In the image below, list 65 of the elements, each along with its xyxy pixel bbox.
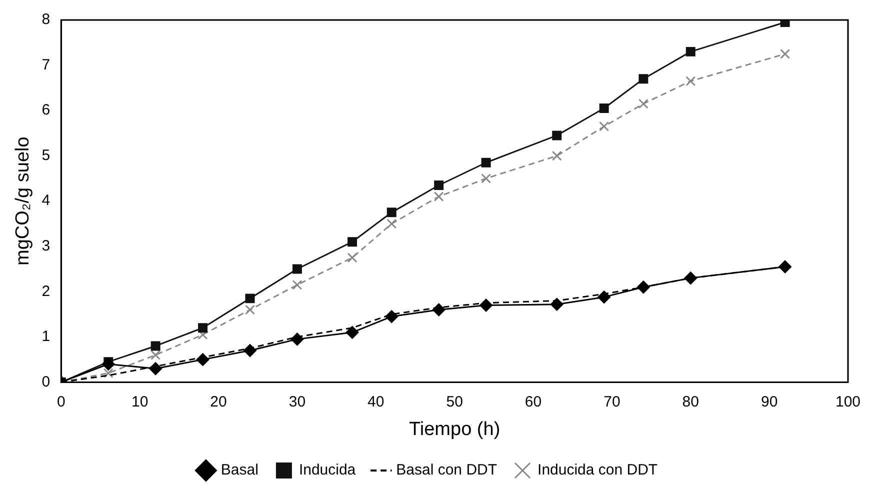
point	[102, 358, 115, 371]
point	[196, 353, 210, 366]
point	[386, 218, 397, 229]
y-tick-label: 7	[42, 56, 50, 74]
point	[150, 350, 161, 360]
x-tick-label: 0	[56, 393, 66, 410]
point	[198, 323, 208, 333]
legend-label: Inducida	[298, 462, 356, 479]
y-tick-label: 3	[42, 238, 50, 255]
point	[599, 121, 610, 132]
y-tick-label: 1	[42, 328, 50, 346]
x-axis-title: Tiempo (h)	[408, 418, 500, 440]
point	[348, 237, 358, 247]
point	[434, 180, 444, 190]
point	[598, 290, 611, 304]
x-tick-label: 100	[835, 393, 861, 410]
point	[149, 362, 162, 376]
x-tick-label: 50	[446, 393, 463, 410]
point	[243, 344, 256, 358]
point	[386, 208, 396, 218]
y-tick-label: 6	[42, 102, 50, 119]
x-tick-label: 20	[210, 393, 227, 410]
point	[480, 298, 493, 312]
point	[638, 98, 648, 109]
x-tick-label: 80	[682, 393, 699, 410]
point	[385, 310, 398, 324]
x-tick-label: 40	[368, 393, 384, 410]
point	[481, 158, 491, 168]
point	[347, 252, 358, 263]
point	[638, 74, 648, 84]
x-tick-label: 10	[131, 393, 148, 410]
point	[150, 341, 160, 351]
point	[432, 303, 446, 316]
legend-label: Basal con DDT	[396, 462, 498, 479]
point	[245, 294, 255, 304]
point	[290, 332, 304, 346]
point	[780, 48, 790, 59]
point	[550, 298, 564, 311]
x-tick-label: 60	[524, 393, 542, 410]
y-axis-title: mgCO₂/g suelo	[12, 136, 34, 266]
x-tick-label: 90	[760, 393, 778, 410]
point	[778, 260, 792, 274]
y-tick-label: 0	[42, 373, 50, 390]
y-tick-label: 5	[42, 146, 50, 164]
x-tick-label: 70	[604, 393, 620, 410]
point	[684, 272, 698, 285]
legend-label: Basal	[220, 462, 258, 479]
point	[434, 192, 444, 202]
point	[552, 130, 562, 140]
point	[346, 326, 359, 339]
point	[599, 104, 609, 114]
y-tick-label: 2	[42, 282, 50, 300]
x-tick-label: 30	[288, 393, 306, 410]
point	[481, 173, 492, 184]
y-tick-label: 4	[42, 192, 50, 210]
point	[103, 368, 114, 378]
point	[686, 46, 696, 56]
point	[292, 280, 302, 290]
y-tick-label: 8	[42, 11, 50, 28]
point	[292, 264, 302, 274]
legend-label: Inducida con DDT	[538, 462, 658, 479]
point	[636, 280, 650, 294]
point	[552, 150, 562, 161]
point	[244, 304, 255, 315]
point	[686, 76, 696, 86]
